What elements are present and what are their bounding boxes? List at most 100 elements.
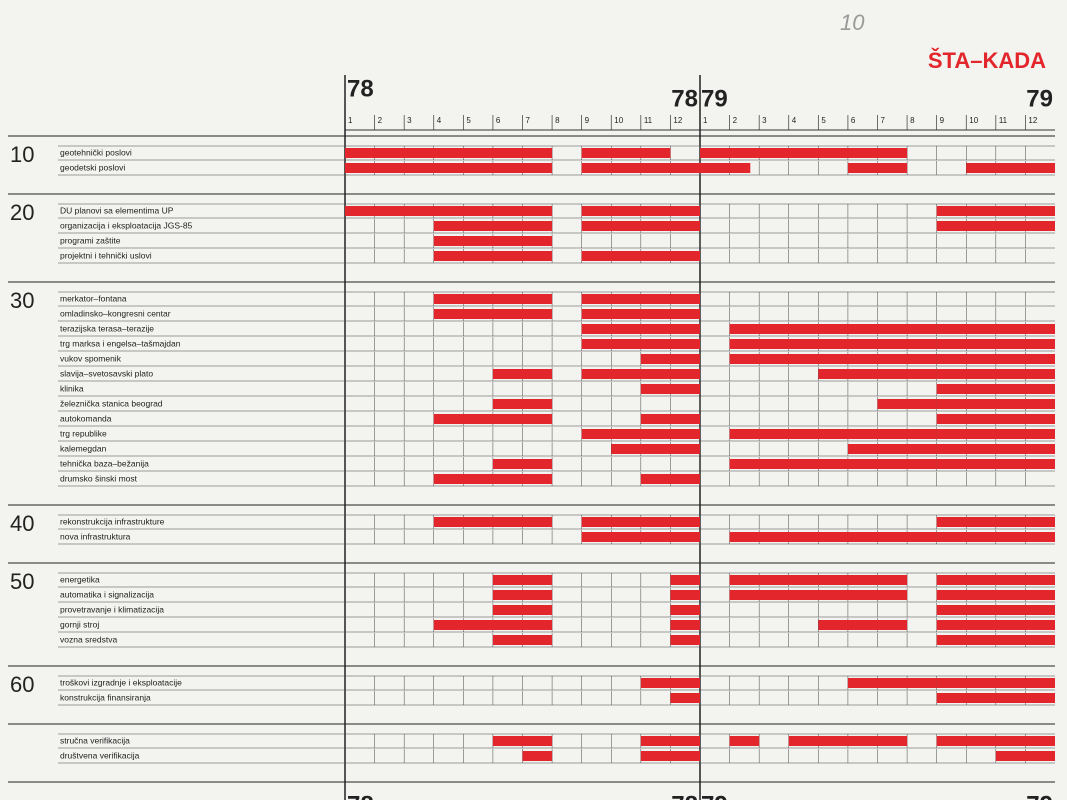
task-bar — [433, 309, 553, 319]
task-bar — [522, 751, 553, 761]
task-bar — [729, 354, 937, 364]
task-bar — [729, 736, 760, 746]
task-bar — [670, 635, 700, 645]
task-bar — [936, 339, 1055, 349]
task-bar — [492, 575, 553, 585]
month-label: 12 — [673, 116, 682, 125]
task-label: vozna sredstva — [60, 634, 117, 644]
task-bar — [433, 236, 553, 246]
handwritten-note: 10 — [840, 10, 865, 35]
task-label: omladinsko–kongresni centar — [60, 308, 171, 318]
year-label: 78 — [347, 75, 374, 102]
task-label: kalemegdan — [60, 443, 107, 453]
year-label: 78 — [671, 791, 698, 800]
task-label: rekonstrukcija infrastrukture — [60, 516, 165, 526]
month-label: 1 — [348, 116, 353, 125]
task-bar — [966, 163, 1055, 173]
task-bar — [433, 517, 553, 527]
task-bar — [936, 384, 1055, 394]
task-bar — [670, 693, 700, 703]
task-bar — [581, 221, 700, 231]
month-label: 10 — [969, 116, 978, 125]
task-bar — [936, 590, 1055, 600]
task-bar — [581, 517, 700, 527]
task-bar — [345, 148, 553, 158]
month-label: 9 — [940, 116, 945, 125]
month-label: 9 — [585, 116, 590, 125]
month-label: 7 — [526, 116, 531, 125]
task-bar — [670, 590, 700, 600]
task-bar — [729, 429, 937, 439]
task-bar — [847, 678, 937, 688]
task-label: trg marksa i engelsa–tašmajdan — [60, 338, 181, 348]
task-bar — [936, 575, 1055, 585]
month-label: 8 — [910, 116, 915, 125]
task-label: trg republike — [60, 428, 107, 438]
task-bar — [936, 354, 1055, 364]
month-label: 10 — [614, 116, 623, 125]
task-bar — [936, 324, 1055, 334]
task-label: tehnička baza–bežanija — [60, 458, 149, 468]
task-label: geodetski poslovi — [60, 162, 125, 172]
task-bar — [492, 459, 553, 469]
task-bar — [433, 221, 553, 231]
month-label: 11 — [999, 116, 1008, 125]
task-bar — [581, 309, 700, 319]
task-bar — [729, 339, 937, 349]
task-bar — [936, 517, 1055, 527]
task-bar — [877, 399, 937, 409]
task-label: društvena verifikacija — [60, 750, 140, 760]
task-bar — [670, 620, 700, 630]
task-bar — [936, 693, 1055, 703]
task-bar — [729, 590, 908, 600]
year-label: 79 — [1026, 791, 1053, 800]
task-label: troškovi izgradnje i eksploatacije — [60, 677, 182, 687]
task-label: drumsko šinski most — [60, 473, 138, 483]
task-bar — [433, 251, 553, 261]
task-bar — [581, 294, 700, 304]
task-label: organizacija i eksploatacija JGS-85 — [60, 220, 193, 230]
task-label: autokomanda — [60, 413, 112, 423]
task-bar — [581, 148, 671, 158]
task-bar — [640, 384, 700, 394]
year-label: 78 — [347, 791, 374, 800]
task-bar — [847, 444, 937, 454]
task-bar — [936, 635, 1055, 645]
task-bar — [729, 532, 937, 542]
month-label: 4 — [792, 116, 797, 125]
task-label: projektni i tehnički uslovi — [60, 250, 152, 260]
task-bar — [936, 399, 1055, 409]
task-bar — [936, 605, 1055, 615]
task-bar — [492, 590, 553, 600]
task-bar — [640, 678, 700, 688]
task-bar — [433, 414, 553, 424]
month-label: 1 — [703, 116, 708, 125]
group-number: 60 — [10, 672, 34, 697]
task-bar — [936, 429, 1055, 439]
task-bar — [729, 459, 937, 469]
task-bar — [581, 429, 700, 439]
task-bar — [581, 324, 700, 334]
task-bar — [611, 444, 700, 454]
task-label: konstrukcija finansiranja — [60, 692, 151, 702]
task-bar — [492, 635, 553, 645]
task-label: klinika — [60, 383, 84, 393]
task-bar — [936, 620, 1055, 630]
task-label: provetravanje i klimatizacija — [60, 604, 164, 614]
task-bar — [581, 206, 700, 216]
task-bar — [936, 369, 1055, 379]
task-label: energetika — [60, 574, 100, 584]
task-bar — [729, 324, 937, 334]
task-bar — [433, 474, 553, 484]
task-bar — [581, 369, 700, 379]
group-number: 50 — [10, 569, 34, 594]
task-bar — [640, 736, 700, 746]
month-label: 6 — [851, 116, 856, 125]
task-bar — [700, 148, 908, 158]
task-bar — [936, 444, 1055, 454]
task-bar — [433, 620, 553, 630]
task-bar — [492, 399, 553, 409]
task-bar — [581, 532, 700, 542]
group-number: 20 — [10, 200, 34, 225]
